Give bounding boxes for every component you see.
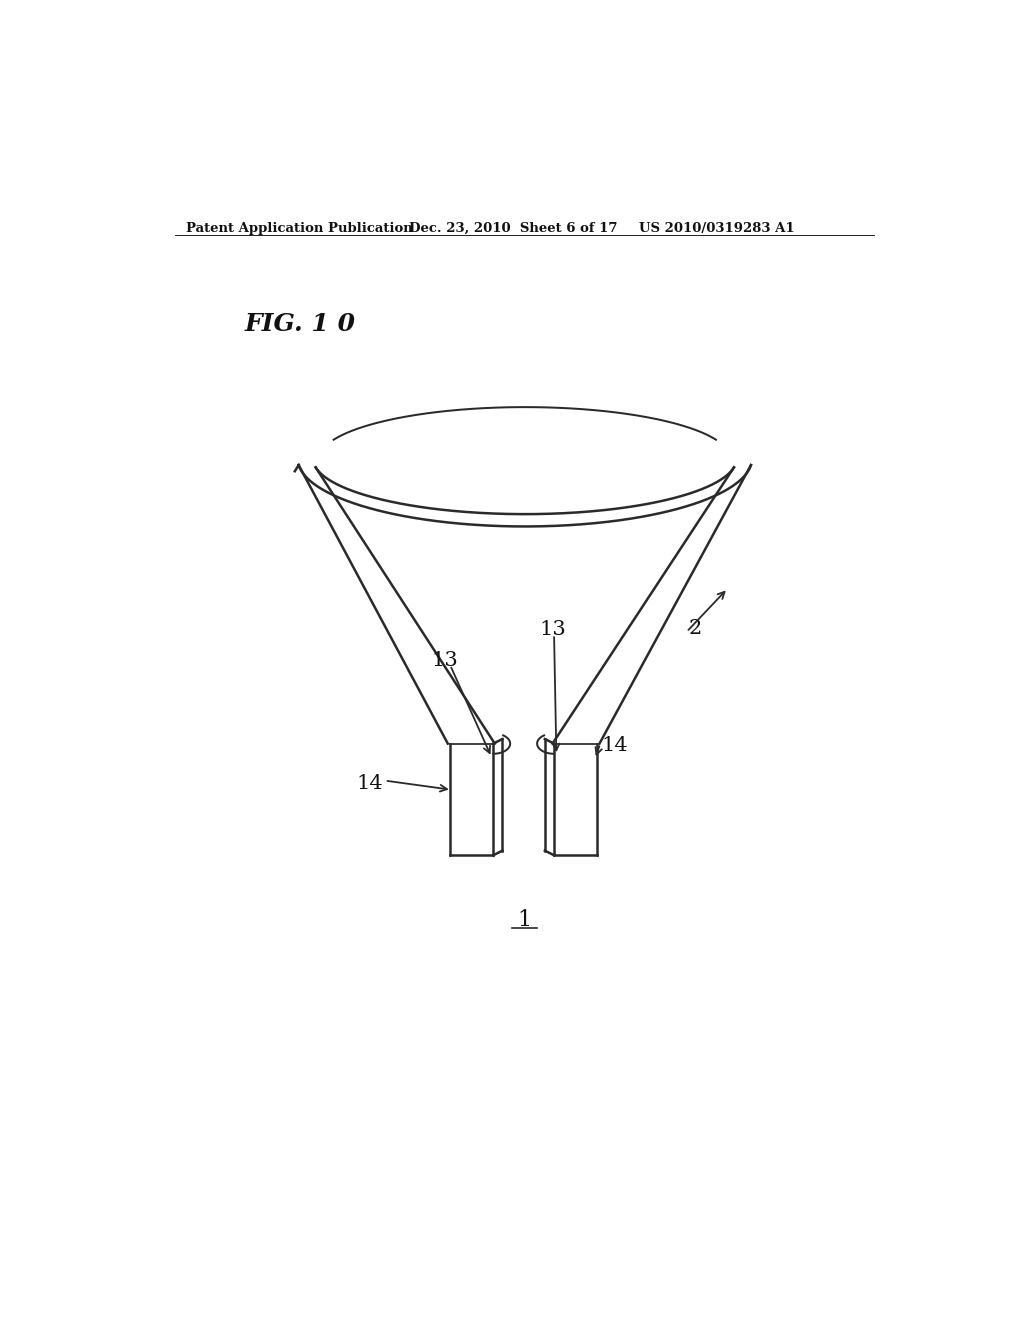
Text: Dec. 23, 2010  Sheet 6 of 17: Dec. 23, 2010 Sheet 6 of 17 [410,222,617,235]
Text: 14: 14 [602,737,629,755]
Text: Patent Application Publication: Patent Application Publication [186,222,413,235]
Text: 13: 13 [431,651,458,671]
Text: 14: 14 [356,775,383,793]
Text: 2: 2 [689,619,702,638]
Text: US 2010/0319283 A1: US 2010/0319283 A1 [639,222,795,235]
Text: 13: 13 [540,620,566,639]
Text: 1: 1 [518,909,531,931]
Text: FIG. 1 0: FIG. 1 0 [245,313,355,337]
